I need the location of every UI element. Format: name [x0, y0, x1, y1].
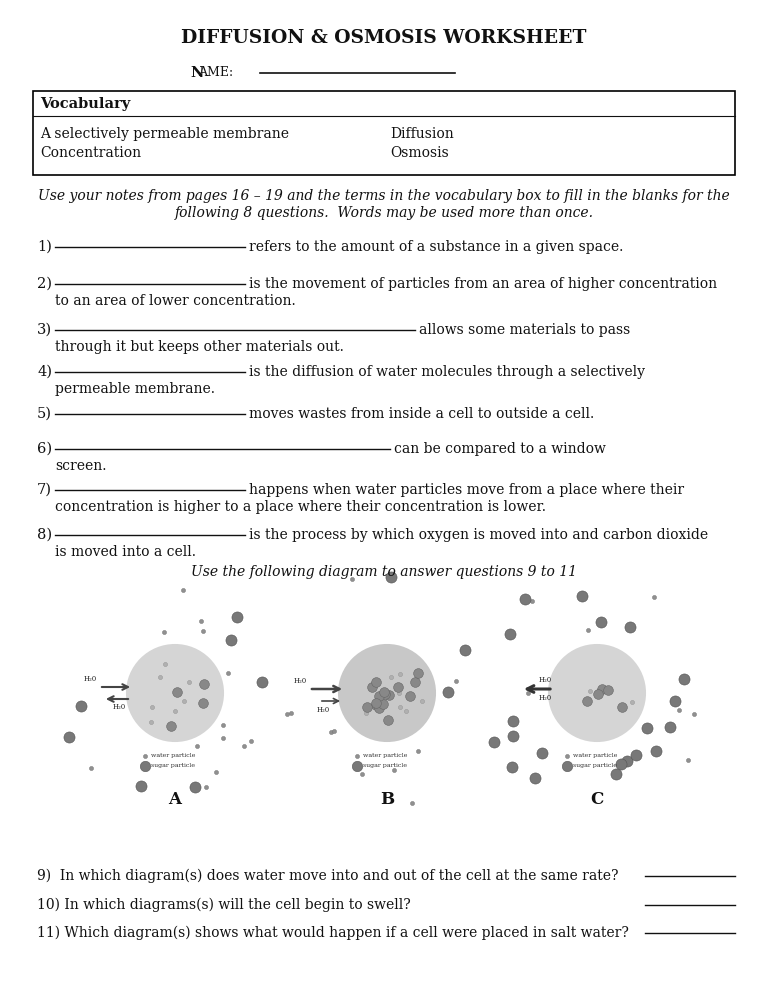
Text: 4): 4) — [37, 365, 52, 379]
Text: Vocabulary: Vocabulary — [40, 97, 131, 111]
Text: allows some materials to pass: allows some materials to pass — [419, 323, 631, 337]
Text: is the movement of particles from an area of higher concentration: is the movement of particles from an are… — [249, 277, 717, 291]
Text: 3): 3) — [37, 323, 52, 337]
Text: is moved into a cell.: is moved into a cell. — [55, 545, 196, 559]
Text: water particle: water particle — [363, 753, 407, 758]
Text: Concentration: Concentration — [40, 146, 141, 160]
Text: 1): 1) — [37, 240, 52, 254]
Text: 6): 6) — [37, 442, 52, 456]
Text: H₂0: H₂0 — [112, 703, 126, 711]
Text: is the diffusion of water molecules through a selectively: is the diffusion of water molecules thro… — [249, 365, 645, 379]
Text: happens when water particles move from a place where their: happens when water particles move from a… — [249, 483, 684, 497]
Text: Osmosis: Osmosis — [390, 146, 449, 160]
Text: H₂0: H₂0 — [538, 676, 551, 684]
Text: 10) In which diagrams(s) will the cell begin to swell?: 10) In which diagrams(s) will the cell b… — [37, 898, 411, 912]
Text: Diffusion: Diffusion — [390, 127, 454, 141]
Text: DIFFUSION & OSMOSIS WORKSHEET: DIFFUSION & OSMOSIS WORKSHEET — [181, 29, 587, 47]
Text: through it but keeps other materials out.: through it but keeps other materials out… — [55, 340, 344, 354]
Text: H₂0: H₂0 — [293, 677, 307, 685]
Text: screen.: screen. — [55, 459, 107, 473]
Text: H₂0: H₂0 — [84, 675, 97, 683]
Text: can be compared to a window: can be compared to a window — [394, 442, 606, 456]
Text: Use the following diagram to answer questions 9 to 11: Use the following diagram to answer ques… — [191, 565, 577, 579]
Text: sugar particle: sugar particle — [573, 763, 617, 768]
Text: 7): 7) — [37, 483, 52, 497]
Text: sugar particle: sugar particle — [151, 763, 195, 768]
Text: water particle: water particle — [573, 753, 617, 758]
Text: Use your notes from pages 16 – 19 and the terms in the vocabulary box to fill in: Use your notes from pages 16 – 19 and th… — [38, 189, 730, 203]
Text: is the process by which oxygen is moved into and carbon dioxide: is the process by which oxygen is moved … — [249, 528, 708, 542]
Text: N: N — [190, 66, 204, 80]
Text: A: A — [168, 791, 181, 808]
Text: water particle: water particle — [151, 753, 195, 758]
Circle shape — [127, 645, 223, 741]
Text: sugar particle: sugar particle — [363, 763, 407, 768]
Text: refers to the amount of a substance in a given space.: refers to the amount of a substance in a… — [249, 240, 624, 254]
Text: following 8 questions.  Words may be used more than once.: following 8 questions. Words may be used… — [174, 206, 594, 220]
Text: 2): 2) — [37, 277, 52, 291]
Text: AME:: AME: — [198, 67, 233, 80]
Text: C: C — [591, 791, 604, 808]
Text: to an area of lower concentration.: to an area of lower concentration. — [55, 294, 296, 308]
Circle shape — [549, 645, 645, 741]
Text: 8): 8) — [37, 528, 52, 542]
Text: concentration is higher to a place where their concentration is lower.: concentration is higher to a place where… — [55, 500, 546, 514]
Text: moves wastes from inside a cell to outside a cell.: moves wastes from inside a cell to outsi… — [249, 407, 594, 421]
Text: H₂0: H₂0 — [316, 706, 329, 714]
Bar — [33, 91, 735, 175]
Circle shape — [339, 645, 435, 741]
Text: 5): 5) — [37, 407, 52, 421]
Text: 9)  In which diagram(s) does water move into and out of the cell at the same rat: 9) In which diagram(s) does water move i… — [37, 869, 618, 884]
Text: B: B — [380, 791, 394, 808]
Text: permeable membrane.: permeable membrane. — [55, 382, 215, 396]
Text: H₂0: H₂0 — [538, 694, 551, 702]
Text: 11) Which diagram(s) shows what would happen if a cell were placed in salt water: 11) Which diagram(s) shows what would ha… — [37, 925, 629, 940]
Text: A selectively permeable membrane: A selectively permeable membrane — [40, 127, 289, 141]
